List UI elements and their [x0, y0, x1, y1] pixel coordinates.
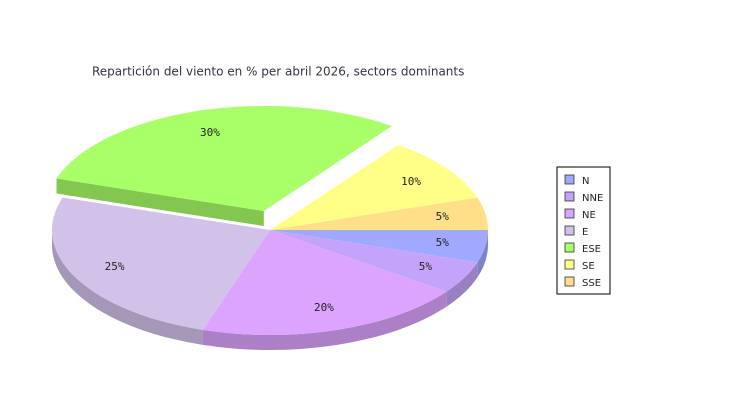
- legend-label: ESE: [582, 244, 601, 255]
- legend-label: SE: [582, 261, 595, 272]
- slice-top: [56, 105, 392, 211]
- legend-swatch: [564, 276, 575, 287]
- legend-label: SSE: [582, 278, 601, 289]
- legend-swatch: [564, 191, 575, 202]
- slice: [270, 145, 478, 230]
- slice-top: [270, 230, 488, 263]
- slice-side: [477, 230, 488, 278]
- data-label: 30%: [200, 126, 220, 139]
- data-label: 5%: [436, 236, 450, 249]
- legend-swatch: [564, 259, 575, 270]
- slice: [51, 197, 271, 345]
- legend-label: NNE: [582, 193, 603, 204]
- chart-title: Repartición del viento en % per abril 20…: [92, 65, 464, 79]
- slice-top: [270, 230, 478, 292]
- slice: [56, 105, 392, 226]
- data-label: 10%: [401, 175, 421, 188]
- slice-side: [446, 262, 478, 307]
- data-label: 5%: [436, 210, 450, 223]
- slice-side: [56, 178, 264, 226]
- slice-side: [202, 291, 447, 350]
- legend-label: N: [582, 176, 589, 187]
- slice-top: [270, 145, 478, 230]
- slice-top: [202, 230, 447, 336]
- slice: [270, 230, 488, 278]
- legend-label: NE: [582, 210, 596, 221]
- legend-swatch: [564, 242, 575, 253]
- slice: [270, 197, 488, 230]
- legend-swatch: [564, 208, 575, 219]
- slice-top: [52, 197, 271, 330]
- data-label: 25%: [105, 260, 125, 273]
- legend-swatch: [564, 174, 575, 185]
- slice-side: [51, 230, 203, 345]
- legend-swatch: [564, 225, 575, 236]
- slice-top: [270, 197, 488, 230]
- slice: [270, 230, 478, 307]
- legend-label: E: [582, 227, 588, 238]
- data-label: 20%: [314, 301, 334, 314]
- slice: [202, 230, 447, 350]
- data-label: 5%: [419, 260, 433, 273]
